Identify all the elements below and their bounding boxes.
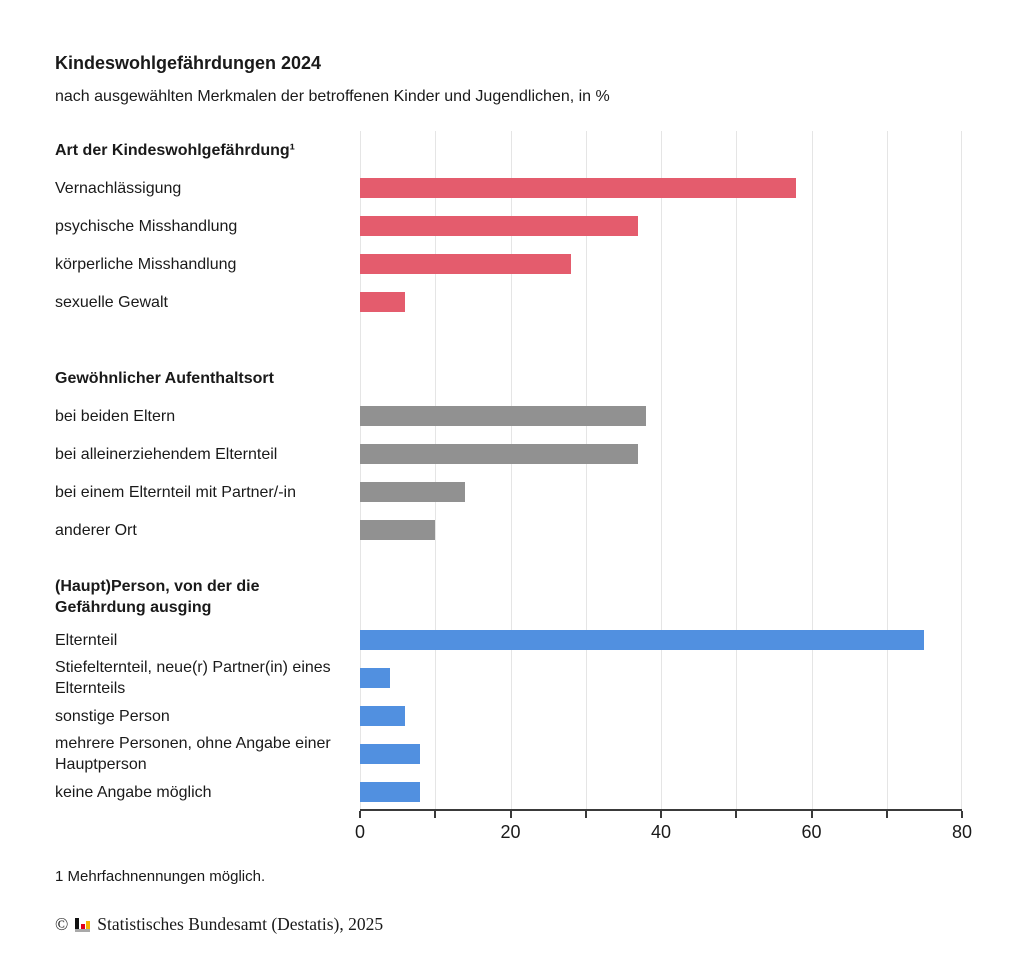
gridline bbox=[886, 131, 888, 809]
bar-track bbox=[360, 511, 962, 549]
group-header: Art der Kindeswohlgefährdung¹ bbox=[55, 141, 295, 159]
bar-row: sexuelle Gewalt bbox=[55, 283, 1024, 321]
bar-track bbox=[360, 245, 962, 283]
chart-header: Kindeswohlgefährdungen 2024 nach ausgewä… bbox=[0, 0, 1024, 107]
gridline bbox=[661, 131, 662, 809]
bar-track bbox=[360, 623, 962, 657]
gridline bbox=[360, 131, 361, 809]
bar bbox=[360, 630, 925, 650]
chart: Art der Kindeswohlgefährdung¹ Vernachläss… bbox=[0, 131, 1024, 849]
axis-tick-label: 20 bbox=[500, 822, 521, 842]
gridline bbox=[736, 131, 738, 809]
bar-label: bei beiden Eltern bbox=[55, 407, 176, 425]
bar-label: Stiefelternteil, neue(r) Partner(in) ein… bbox=[55, 659, 331, 697]
bar-track bbox=[360, 775, 962, 809]
bar-track bbox=[360, 169, 962, 207]
copyright: © Statistisches Bundesamt (Destatis), 20… bbox=[55, 913, 1024, 935]
bar-row: bei einem Elternteil mit Partner/-in bbox=[55, 473, 1024, 511]
bar bbox=[360, 216, 639, 236]
bar-row: bei alleinerziehendem Elternteil bbox=[55, 435, 1024, 473]
gridlines bbox=[360, 131, 962, 809]
bar-track bbox=[360, 397, 962, 435]
bar bbox=[360, 444, 639, 464]
destatis-bar-chart-logo-icon bbox=[75, 917, 91, 932]
bar-row: keine Angabe möglich bbox=[55, 775, 1024, 809]
gridline bbox=[510, 131, 512, 809]
axis-tick bbox=[584, 811, 587, 818]
axis-tick bbox=[810, 811, 813, 818]
bar-label: bei einem Elternteil mit Partner/-in bbox=[55, 483, 296, 501]
bar-track bbox=[360, 699, 962, 733]
bar-track bbox=[360, 435, 962, 473]
axis-tick-label: 60 bbox=[801, 822, 822, 842]
logo-bar-black bbox=[75, 918, 80, 929]
x-axis: 0 20 40 60 80 bbox=[355, 809, 972, 849]
gridline bbox=[435, 131, 437, 809]
bar-label: psychische Misshandlung bbox=[55, 217, 238, 235]
bar-label: sexuelle Gewalt bbox=[55, 293, 168, 311]
bar bbox=[360, 482, 466, 502]
bar-row: sonstige Person bbox=[55, 699, 1024, 733]
bar-row: körperliche Misshandlung bbox=[55, 245, 1024, 283]
bar-row: bei beiden Eltern bbox=[55, 397, 1024, 435]
bar-track bbox=[360, 473, 962, 511]
axis-tick-label: 40 bbox=[650, 822, 672, 842]
bar bbox=[360, 292, 406, 312]
bar bbox=[360, 744, 421, 764]
bar bbox=[360, 520, 436, 540]
bar-row: mehrere Personen, ohne Angabe einer Haup… bbox=[55, 733, 1024, 775]
bar-label: bei alleinerziehendem Elternteil bbox=[55, 445, 278, 463]
axis-tick bbox=[961, 811, 963, 818]
bar bbox=[360, 178, 797, 198]
bar bbox=[360, 782, 421, 802]
axis-tick-label: 0 bbox=[354, 822, 366, 842]
group-header: Gewöhnlicher Aufenthaltsort bbox=[55, 369, 274, 387]
chart-group: Gewöhnlicher Aufenthaltsort bei beiden El… bbox=[55, 359, 1024, 549]
chart-title: Kindeswohlgefährdungen 2024 bbox=[55, 53, 322, 73]
bar-label: keine Angabe möglich bbox=[55, 783, 212, 801]
chart-group: Art der Kindeswohlgefährdung¹ Vernachläss… bbox=[55, 131, 1024, 321]
gridline bbox=[811, 131, 813, 809]
chart-subtitle: nach ausgewählten Merkmalen der betroffe… bbox=[55, 88, 610, 105]
bar-row: Stiefelternteil, neue(r) Partner(in) ein… bbox=[55, 657, 1024, 699]
bar-label: Vernachlässigung bbox=[55, 179, 182, 197]
bar bbox=[360, 706, 406, 726]
footnote: 1 Mehrfachnennungen möglich. bbox=[55, 868, 266, 885]
gridline bbox=[961, 131, 962, 809]
bar-track bbox=[360, 283, 962, 321]
copyright-text: Statistisches Bundesamt (Destatis), 2025 bbox=[97, 914, 384, 934]
logo-baseline bbox=[75, 929, 91, 932]
axis-tick bbox=[509, 811, 512, 818]
axis-tick bbox=[660, 811, 662, 818]
bar bbox=[360, 254, 571, 274]
bar-groups: Art der Kindeswohlgefährdung¹ Vernachläss… bbox=[55, 131, 1024, 809]
bar-row: Vernachlässigung bbox=[55, 169, 1024, 207]
bar-row: anderer Ort bbox=[55, 511, 1024, 549]
group-header: (Haupt)Person, von der die Gefährdung au… bbox=[55, 578, 260, 616]
bar-track bbox=[360, 657, 962, 699]
axis-tick bbox=[359, 811, 361, 818]
axis-tick bbox=[885, 811, 888, 818]
bar-row: psychische Misshandlung bbox=[55, 207, 1024, 245]
bar-label: mehrere Personen, ohne Angabe einer Haup… bbox=[55, 735, 331, 773]
plot-area: Art der Kindeswohlgefährdung¹ Vernachläss… bbox=[55, 131, 1024, 809]
gridline bbox=[585, 131, 587, 809]
logo-bar-red bbox=[80, 924, 85, 929]
logo-bar-gold bbox=[86, 921, 91, 929]
bar bbox=[360, 406, 646, 426]
bar-track bbox=[360, 207, 962, 245]
axis-tick-label: 80 bbox=[951, 822, 973, 842]
bar-track bbox=[360, 733, 962, 775]
bar bbox=[360, 668, 391, 688]
bar-row: Elternteil bbox=[55, 623, 1024, 657]
chart-group: (Haupt)Person, von der die Gefährdung au… bbox=[55, 573, 1024, 809]
axis-tick bbox=[434, 811, 437, 818]
copyright-symbol: © bbox=[55, 914, 69, 934]
bar-label: sonstige Person bbox=[55, 707, 170, 725]
bar-label: körperliche Misshandlung bbox=[55, 255, 237, 273]
bar-label: anderer Ort bbox=[55, 521, 137, 539]
axis-tick bbox=[735, 811, 738, 818]
bar-label: Elternteil bbox=[55, 631, 118, 649]
